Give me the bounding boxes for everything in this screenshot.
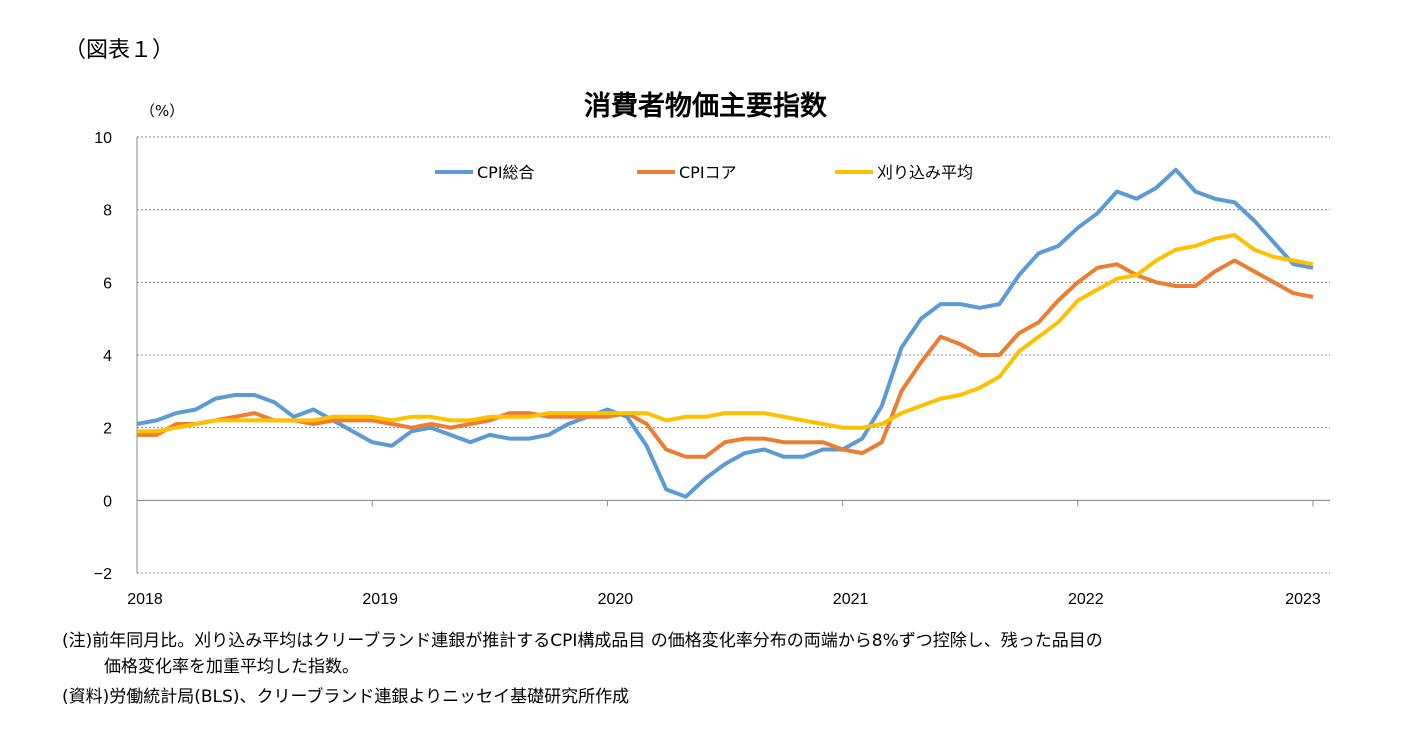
- series-line-2: [137, 258, 1314, 459]
- y-axis-unit: （%）: [140, 102, 185, 120]
- y-tick-label: −2: [94, 566, 112, 583]
- y-tick-label: 2: [103, 421, 112, 438]
- y-tick-label: 6: [103, 275, 112, 292]
- note-line-1: (注)前年同月比。刈り込み平均はクリーブランド連銀が推計するCPI構成品目 の価…: [62, 631, 1103, 651]
- figure-label: （図表１）: [64, 38, 175, 63]
- legend-label: CPI総合: [477, 163, 535, 182]
- chart-title: 消費者物価主要指数: [584, 91, 827, 122]
- x-tick-label: 2018: [127, 591, 163, 608]
- x-tick-label: 2023: [1285, 591, 1321, 608]
- y-tick-label: 10: [94, 130, 112, 147]
- y-tick-label: 4: [103, 348, 112, 365]
- x-tick-label: 2022: [1068, 591, 1104, 608]
- x-tick-label: 2020: [598, 591, 634, 608]
- legend-label: CPIコア: [679, 163, 737, 182]
- x-tick-label: 2019: [362, 591, 398, 608]
- series-line-1: [136, 167, 1314, 499]
- series-line-3: [137, 233, 1314, 434]
- y-tick-label: 0: [103, 493, 112, 510]
- source-line: (資料)労働統計局(BLS)、クリーブランド連銀よりニッセイ基礎研究所作成: [62, 687, 630, 707]
- x-tick-label: 2021: [833, 591, 869, 608]
- note-line-2: 価格変化率を加重平均した指数。: [104, 657, 359, 677]
- legend-label: 刈り込み平均: [877, 163, 973, 182]
- y-tick-label: 8: [103, 203, 112, 220]
